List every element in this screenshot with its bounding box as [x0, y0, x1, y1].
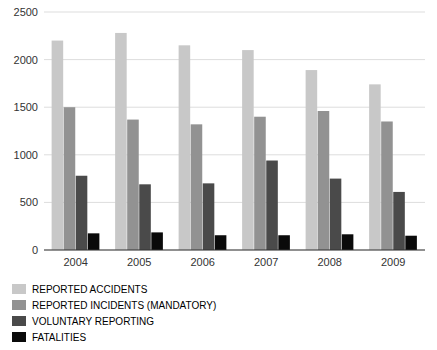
grid-line — [44, 154, 425, 155]
legend-label: FATALITIES — [32, 332, 86, 343]
bar — [88, 233, 100, 250]
x-tick-label: 2007 — [254, 256, 278, 268]
bar — [318, 111, 330, 250]
grid — [44, 12, 425, 250]
bar — [278, 235, 290, 250]
x-tick-label: 2009 — [381, 256, 405, 268]
y-tick-label: 0 — [32, 244, 38, 256]
legend-swatch — [12, 284, 26, 294]
grid-line — [44, 12, 425, 13]
y-tick-label: 2000 — [14, 54, 38, 66]
bar — [330, 179, 342, 250]
bars — [52, 33, 417, 250]
legend-swatch — [12, 316, 26, 326]
y-tick-label: 1000 — [14, 149, 38, 161]
y-tick-label: 500 — [20, 196, 38, 208]
grid-line — [44, 202, 425, 203]
bar — [191, 124, 203, 250]
legend-label: VOLUNTARY REPORTING — [32, 316, 154, 327]
bar — [405, 236, 417, 250]
y-tick-label: 2500 — [14, 6, 38, 18]
grid-line — [44, 59, 425, 60]
bar — [76, 176, 88, 250]
chart-container: 0 500 1000 1500 2000 2500 2004 2005 2006 2007 2008… — [0, 0, 437, 350]
legend-label: REPORTED INCIDENTS (MANDATORY) — [32, 300, 216, 311]
bar — [381, 121, 393, 250]
bar — [115, 33, 127, 250]
bar — [179, 45, 191, 250]
x-tick-label: 2004 — [64, 256, 88, 268]
bar — [215, 235, 227, 250]
y-tick-label: 1500 — [14, 101, 38, 113]
bar — [242, 50, 254, 250]
bar — [52, 41, 64, 250]
legend-swatch — [12, 300, 26, 310]
bar — [266, 161, 278, 250]
x-axis-line — [44, 250, 425, 251]
bar — [139, 184, 151, 250]
legend: REPORTED ACCIDENTS REPORTED INCIDENTS (MA… — [12, 284, 216, 343]
grid-line — [44, 250, 425, 251]
x-tick-label: 2005 — [127, 256, 151, 268]
bar — [342, 234, 354, 250]
bar — [369, 84, 381, 250]
bar — [127, 120, 139, 250]
bar — [64, 107, 76, 250]
legend-label: REPORTED ACCIDENTS — [32, 284, 148, 295]
bar — [151, 232, 163, 250]
legend-swatch — [12, 332, 26, 342]
bar — [254, 117, 266, 250]
x-tick-label: 2006 — [191, 256, 215, 268]
bar — [306, 70, 318, 250]
x-tick-label: 2008 — [318, 256, 342, 268]
chart-svg: 0 500 1000 1500 2000 2500 2004 2005 2006 2007 2008… — [0, 0, 437, 350]
grid-line — [44, 107, 425, 108]
bar — [203, 183, 215, 250]
bar — [393, 192, 405, 250]
